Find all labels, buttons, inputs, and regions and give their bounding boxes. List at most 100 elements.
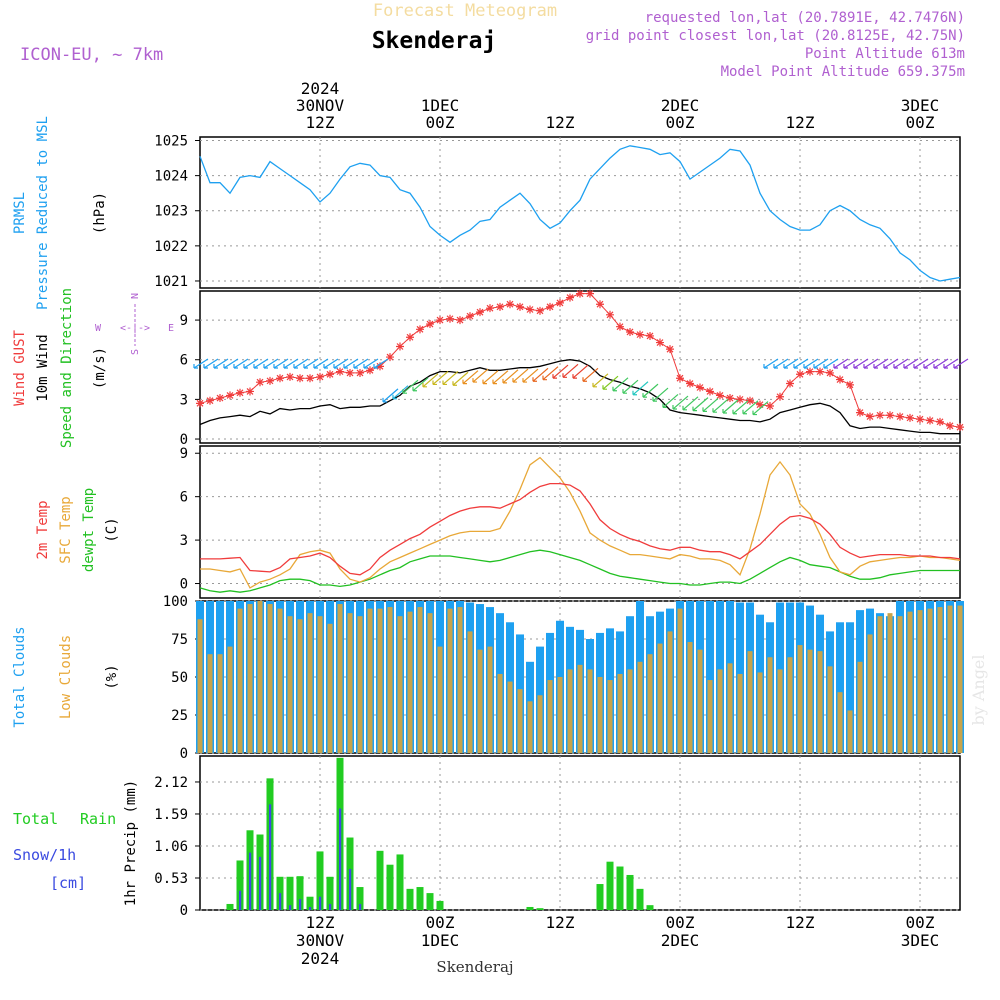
gust-marker [196, 399, 204, 408]
top-time-label: 12Z [306, 113, 335, 132]
compass-west: W [95, 323, 102, 334]
gust-marker [916, 415, 924, 424]
wind-gust-label: Wind GUST [12, 330, 28, 406]
rain-bar [616, 866, 624, 910]
total-cloud-bar [706, 601, 714, 753]
gust-marker [896, 412, 904, 421]
total-label: Total [13, 810, 58, 828]
requested-coords: requested lon,lat (20.7891E, 42.7476N) [645, 10, 965, 26]
temp2m-label: 2m Temp [35, 500, 51, 559]
y-tick-label: 0 [180, 746, 188, 762]
snow-bar [319, 896, 322, 910]
bottom-time-label: 00Z [426, 913, 455, 932]
low-cloud-bar [287, 616, 293, 753]
low-cloud-bar [737, 673, 743, 753]
low-cloud-bar [267, 604, 273, 753]
bottom-time-label: 2DEC [661, 931, 700, 950]
wind-direction-arrow [793, 358, 809, 369]
rain-bar [406, 888, 414, 910]
wind-direction-arrow [263, 358, 279, 369]
gust-marker [876, 411, 884, 420]
rain-bar [386, 864, 394, 910]
snow-label: Snow/1h [13, 846, 76, 864]
y-tick-label: 75 [171, 632, 188, 648]
gust-marker [306, 374, 314, 383]
wind-direction-arrow [432, 370, 449, 386]
gust-marker [516, 302, 524, 311]
top-time-label: 12Z [786, 113, 815, 132]
wind-direction-arrow [422, 373, 439, 388]
wind-direction-arrow [363, 358, 379, 369]
gust-marker [476, 308, 484, 317]
gust-marker [426, 320, 434, 329]
wind-direction-arrow [233, 358, 249, 369]
low-cloud-bar [367, 608, 373, 753]
wind-direction-arrow [193, 358, 209, 369]
plot-area: 1021102210231024102503690369025507510000… [154, 79, 969, 968]
y-tick-label: 50 [171, 670, 188, 686]
wind-direction-arrow [243, 358, 259, 369]
wind-direction-arrow [863, 358, 879, 369]
model-label: ICON-EU, ~ 7km [20, 45, 163, 65]
snow-bar [269, 804, 272, 910]
wind-direction-arrow [893, 358, 909, 369]
gust-marker [456, 316, 464, 325]
snow-bar [249, 852, 252, 910]
wind-direction-arrow [313, 358, 329, 369]
rain-bar [306, 896, 314, 910]
gust-marker [436, 316, 444, 325]
wind-direction-arrow [632, 381, 649, 396]
compass-east: E [168, 323, 174, 334]
y-tick-label: 6 [180, 490, 188, 506]
y-tick-label: 0 [180, 577, 188, 593]
snow-bar [329, 903, 332, 910]
forecast-label: Forecast Meteogram [373, 1, 557, 21]
top-time-label: 30NOV [296, 96, 345, 115]
low-cloud-bar [447, 608, 453, 753]
gust-marker [246, 387, 254, 396]
low-cloud-bar [707, 680, 713, 753]
wind-direction-arrow [702, 397, 719, 413]
wind-direction-arrow [953, 358, 969, 369]
wind-direction-arrow [843, 358, 859, 369]
low-cloud-bar [247, 604, 253, 753]
pressure-line [199, 145, 961, 282]
gust-marker [786, 379, 794, 388]
temp2m-line [200, 482, 961, 576]
wind-direction-arrow [592, 373, 609, 388]
rain-bar [316, 851, 324, 910]
bottom-time-label: 30NOV [296, 931, 345, 950]
wind-direction-arrow [293, 358, 309, 369]
low-cloud-bar [207, 654, 213, 753]
rain-bar [606, 861, 614, 910]
low-cloud-bar [567, 669, 573, 753]
gust-marker [836, 375, 844, 384]
rain-bar [286, 876, 294, 910]
wind-direction-arrow [303, 358, 319, 369]
low-cloud-bar [647, 654, 653, 753]
low-cloud-bar [907, 611, 913, 753]
wind-labels: Wind GUST 10m Wind Speed and Direction (… [12, 288, 174, 448]
low-cloud-bar [537, 695, 543, 753]
snow-bar [259, 856, 262, 910]
wind-direction-arrow [813, 358, 829, 369]
celsius-label: (C) [104, 517, 120, 542]
wind-direction-arrow [853, 358, 869, 369]
gust-marker [566, 293, 574, 302]
gust-marker [636, 330, 644, 339]
low-cloud-bar [397, 616, 403, 753]
low-cloud-bar [237, 608, 243, 753]
gust-marker [846, 380, 854, 389]
y-tick-label: 100 [163, 594, 188, 610]
wind-direction-arrow [763, 358, 779, 369]
low-cloud-bar [607, 680, 613, 753]
bottom-time-label: 00Z [666, 913, 695, 932]
wind-direction-arrow [562, 363, 579, 378]
low-cloud-bar [517, 689, 523, 753]
cloud-labels: Total Clouds Low Clouds (%) [12, 626, 120, 727]
wind-direction-arrow [452, 371, 469, 386]
wind-direction-arrow [742, 400, 759, 415]
low-cloud-bar [857, 661, 863, 753]
total-clouds-label: Total Clouds [12, 626, 28, 727]
wind-direction-arrow [692, 397, 709, 412]
